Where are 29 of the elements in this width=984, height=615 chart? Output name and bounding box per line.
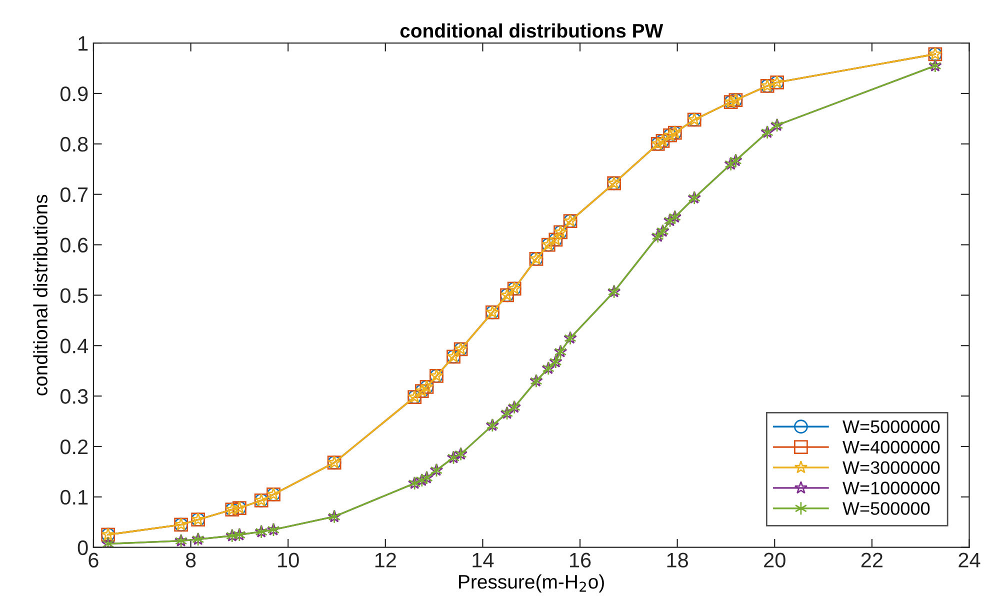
x-tick-label: 8 xyxy=(186,552,196,568)
y-tick-label: 0.2 xyxy=(60,439,88,454)
y-tick-label: 0.7 xyxy=(60,187,88,202)
y-tick-label: 0.9 xyxy=(60,86,88,102)
x-tick-label: 6 xyxy=(88,552,98,568)
x-axis-title: Pressure(m-H$_{2}$o) xyxy=(459,574,604,593)
legend-label: W=5000000 xyxy=(842,420,940,434)
chart-title: conditional distributions PW xyxy=(400,23,664,38)
y-tick-label: 0.3 xyxy=(60,389,88,404)
y-tick-label: 0.5 xyxy=(60,288,88,303)
y-tick-label: 0.6 xyxy=(60,238,88,253)
x-tick-label: 12 xyxy=(375,552,396,568)
x-tick-label: 22 xyxy=(861,552,882,568)
y-tick-label: 0 xyxy=(78,540,88,556)
legend-label: W=3000000 xyxy=(842,461,940,474)
y-tick-label: 0.8 xyxy=(60,136,88,152)
y-tick-label: 0.4 xyxy=(60,338,88,354)
y-tick-label: 1 xyxy=(78,36,88,51)
x-tick-label: 14 xyxy=(472,552,494,568)
x-tick-label: 20 xyxy=(764,552,786,568)
legend-label: W=500000 xyxy=(842,502,930,515)
x-tick-label: 24 xyxy=(958,552,980,568)
x-tick-label: 10 xyxy=(278,552,299,568)
y-axis-title: conditional distributions xyxy=(33,194,48,396)
x-tick-label: 16 xyxy=(570,552,591,568)
y-tick-label: 0.1 xyxy=(60,490,88,505)
legend-label: W=4000000 xyxy=(842,440,940,454)
legend-label: W=1000000 xyxy=(842,482,940,494)
x-tick-label: 18 xyxy=(667,552,688,568)
